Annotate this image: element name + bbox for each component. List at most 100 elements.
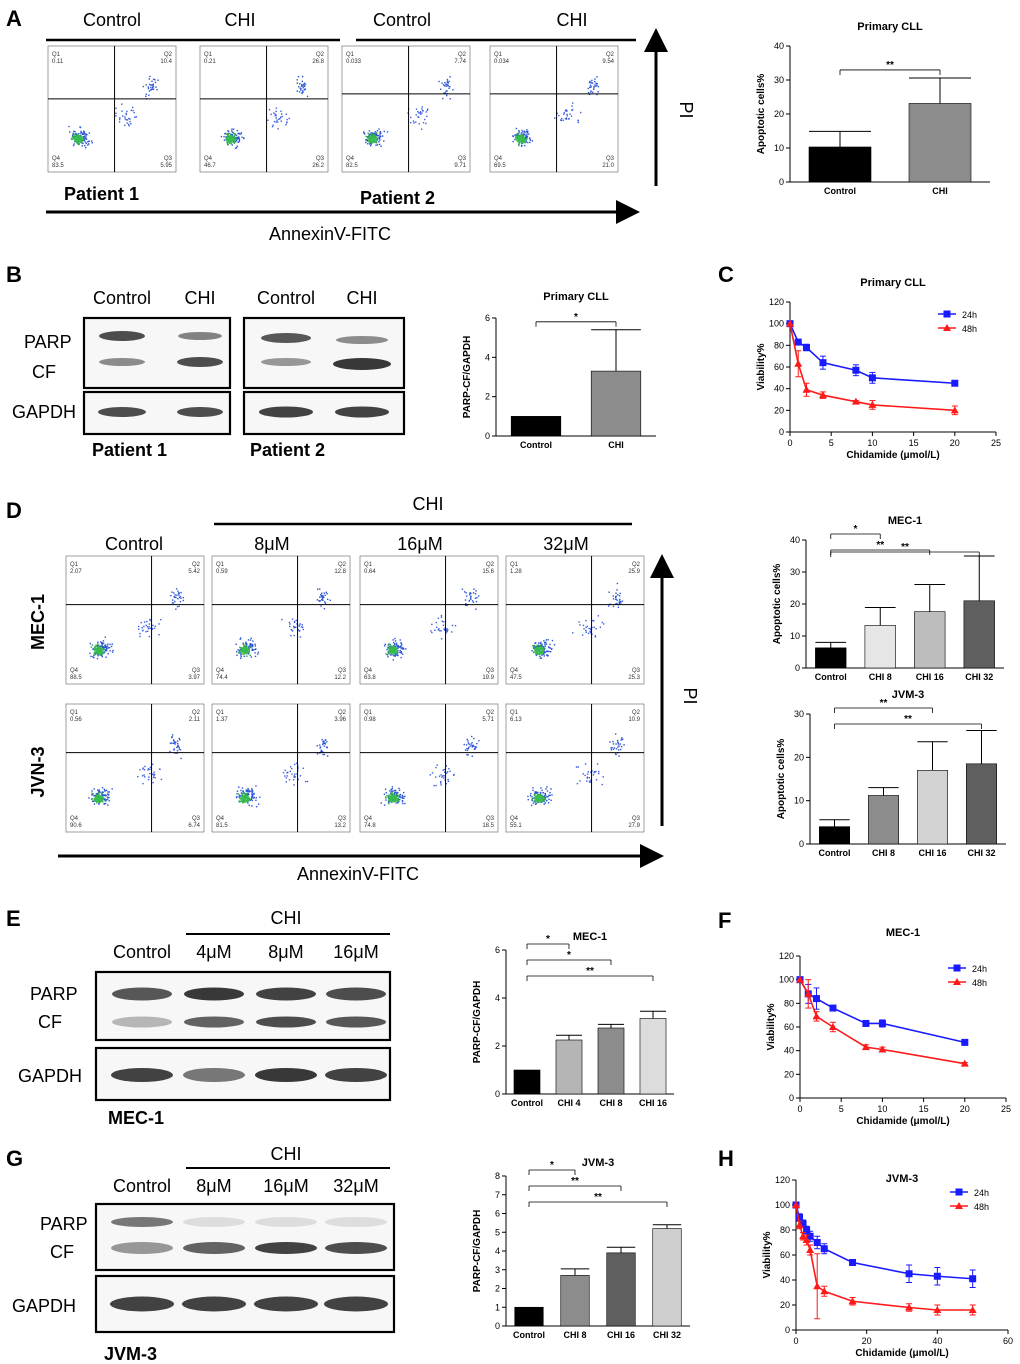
flow-event [530,804,533,807]
flow-event [363,131,365,133]
flow-event [286,122,288,124]
flow-event [564,117,567,120]
quadrant-value: 9.71 [454,163,466,169]
series-line [795,1204,973,1280]
quadrant-value: 26.2 [312,163,324,169]
blot-band [255,1217,317,1227]
flow-event [543,655,546,657]
quadrant-value: 74.4 [216,675,228,681]
flow-event [524,131,526,134]
y-axis-label: PI [680,687,700,704]
flow-event [319,596,321,598]
flow-event [526,136,528,138]
flow-event [91,790,93,792]
flow-event [145,630,147,633]
quadrant-value: 21.0 [602,163,614,169]
flow-event [540,787,542,789]
flow-event [246,789,249,791]
flow-event [597,85,600,88]
flow-event [446,78,449,81]
legend-marker [955,1188,963,1196]
flow-event [396,792,399,795]
flow-event [302,85,304,87]
blot-band [98,407,146,417]
flow-event [441,776,443,778]
chart-title: MEC-1 [573,931,607,943]
flow-event [422,110,424,112]
flow-event [293,627,295,629]
flow-event [376,134,379,137]
flow-event [549,792,551,794]
flow-event [532,787,534,789]
quadrant-value: 0.033 [346,59,362,65]
flow-event [241,792,243,795]
flow-event [589,632,592,634]
flow-event [158,633,160,636]
flow-event [402,797,404,799]
flow-event [295,762,298,764]
flow-event [396,647,398,649]
flow-event [388,795,390,798]
flow-event [74,133,77,135]
quadrant-label: Q3 [606,156,615,162]
series-line [789,323,955,412]
flow-event [88,797,90,799]
flow-event [534,792,536,795]
chart-title: JVM-3 [892,689,924,701]
y-tick-label: 30 [774,75,784,85]
flow-event [392,641,395,644]
flow-event [534,803,537,805]
flow-event [549,650,552,653]
flow-event [523,133,526,135]
y-tick-label: 20 [780,1300,790,1310]
flow-event [535,641,537,644]
flow-event [400,642,403,645]
flow-event [467,740,469,742]
flow-event [284,775,286,777]
x-tick-label: 5 [839,1104,844,1114]
flow-event [155,86,157,88]
flow-event [398,794,400,797]
x-tick-label: 15 [919,1104,929,1114]
flow-event [84,144,86,147]
flow-event [529,139,532,141]
data-point [905,1270,913,1278]
flow-event [141,630,144,632]
flow-event [242,801,245,804]
flow-event [275,110,277,113]
data-point [848,1297,857,1305]
flow-event [539,657,542,659]
flow-event [469,597,472,599]
flow-event [369,133,371,136]
flow-event [152,84,154,87]
flow-event [435,626,438,628]
flow-event [471,600,474,602]
flow-event [611,746,613,749]
bar [868,795,899,845]
flow-event [402,647,405,650]
flow-event [246,790,248,793]
significance-label: * [550,1160,554,1171]
blot-band [182,1296,246,1312]
flow-event [435,776,437,778]
flow-event [89,652,91,654]
flow-event [620,745,623,748]
flow-event [585,619,587,622]
flow-event [85,136,87,138]
flow-event [444,771,446,773]
flow-event [101,643,103,645]
flow-event [152,776,155,778]
flow-event [126,122,128,124]
flow-event [474,597,477,599]
flow-event [617,746,619,748]
chart-title: MEC-1 [886,927,920,939]
flow-event [533,644,535,647]
flow-event [96,646,99,648]
flow-event [440,782,442,784]
data-point [820,1245,828,1253]
flow-event [297,629,299,631]
flow-event [106,645,109,647]
quadrant-label: Q2 [338,710,347,716]
flow-event [93,795,95,797]
